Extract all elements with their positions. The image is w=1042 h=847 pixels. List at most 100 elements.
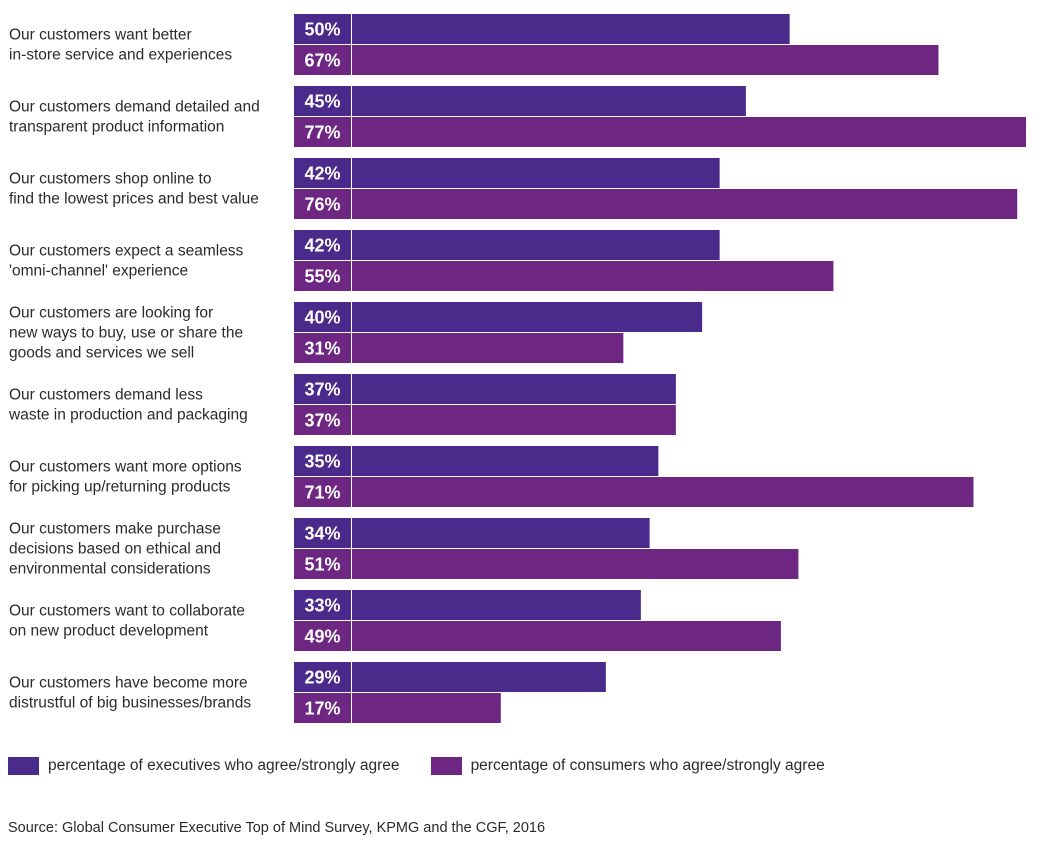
legend-label-consumers: percentage of consumers who agree/strong… bbox=[470, 757, 825, 774]
data-label-consumers: 71% bbox=[304, 483, 340, 503]
data-label-consumers: 51% bbox=[304, 555, 340, 575]
category-label-line: Our customers want more options bbox=[9, 459, 242, 476]
bar-executives bbox=[352, 518, 650, 548]
category-group: Our customers want better in-store servic… bbox=[9, 14, 939, 75]
category-label: Our customers want better in-store servic… bbox=[9, 27, 232, 64]
source-note: Source: Global Consumer Executive Top of… bbox=[8, 820, 546, 836]
category-label-line: in-store service and experiences bbox=[9, 47, 232, 64]
bar-executives bbox=[352, 230, 720, 260]
category-label-line: on new product development bbox=[9, 623, 209, 640]
value-label-box-executives bbox=[294, 230, 351, 260]
bar-consumers bbox=[352, 405, 676, 435]
value-label-box-consumers bbox=[294, 333, 351, 363]
category-label-line: goods and services we sell bbox=[9, 345, 194, 362]
legend-swatch-executives bbox=[8, 757, 39, 775]
value-label-box-executives bbox=[294, 158, 351, 188]
bar-chart: Our customers want better in-store servic… bbox=[8, 14, 1026, 723]
category-group: Our customers expect a seamless 'omni-cha… bbox=[9, 230, 834, 291]
data-label-executives: 42% bbox=[304, 236, 340, 256]
data-label-executives: 50% bbox=[304, 20, 340, 40]
bar-consumers bbox=[352, 189, 1018, 219]
value-label-box-executives bbox=[294, 590, 351, 620]
category-label-line: decisions based on ethical and bbox=[9, 541, 221, 558]
category-group: Our customers want more options for picki… bbox=[9, 446, 974, 507]
category-label: Our customers expect a seamless 'omni-cha… bbox=[9, 243, 244, 280]
value-label-box-consumers bbox=[294, 261, 351, 291]
value-label-box-consumers bbox=[294, 621, 351, 651]
value-label-box-consumers bbox=[294, 117, 351, 147]
category-label: Our customers are looking for new ways to… bbox=[9, 305, 243, 362]
category-label-line: Our customers have become more bbox=[9, 675, 248, 692]
category-label-line: for picking up/returning products bbox=[9, 479, 231, 496]
category-label: Our customers have become more distrustfu… bbox=[9, 675, 251, 712]
category-label: Our customers make purchase decisions bas… bbox=[9, 521, 221, 578]
value-label-box-consumers bbox=[294, 477, 351, 507]
value-label-box-executives bbox=[294, 86, 351, 116]
category-label: Our customers demand less waste in produc… bbox=[8, 387, 248, 424]
data-label-consumers: 55% bbox=[304, 267, 340, 287]
category-group: Our customers demand detailed and transpa… bbox=[9, 86, 1026, 147]
category-group: Our customers have become more distrustfu… bbox=[9, 662, 606, 723]
category-group: Our customers demand less waste in produc… bbox=[8, 374, 676, 435]
data-label-executives: 34% bbox=[304, 524, 340, 544]
legend: percentage of executives who agree/stron… bbox=[8, 757, 825, 775]
data-label-executives: 35% bbox=[304, 452, 340, 472]
data-label-consumers: 67% bbox=[304, 51, 340, 71]
bar-consumers bbox=[352, 693, 501, 723]
category-label: Our customers want more options for picki… bbox=[9, 459, 242, 496]
category-group: Our customers are looking for new ways to… bbox=[9, 302, 703, 363]
value-label-box-consumers bbox=[294, 549, 351, 579]
category-label: Our customers shop online to find the low… bbox=[9, 171, 259, 208]
category-label: Our customers want to collaborate on new … bbox=[9, 603, 245, 640]
bar-consumers bbox=[352, 333, 624, 363]
bar-executives bbox=[352, 158, 720, 188]
category-label-line: find the lowest prices and best value bbox=[9, 191, 259, 208]
value-label-box-consumers bbox=[294, 693, 351, 723]
value-label-box-executives bbox=[294, 302, 351, 332]
bar-executives bbox=[352, 590, 641, 620]
data-label-consumers: 76% bbox=[304, 195, 340, 215]
category-label-line: environmental considerations bbox=[9, 561, 211, 578]
bar-executives bbox=[352, 302, 703, 332]
bar-consumers bbox=[352, 45, 939, 75]
value-label-box-executives bbox=[294, 446, 351, 476]
data-label-consumers: 77% bbox=[304, 123, 340, 143]
category-label-line: distrustful of big businesses/brands bbox=[9, 695, 251, 712]
category-label-line: Our customers make purchase bbox=[9, 521, 221, 538]
category-group: Our customers make purchase decisions bas… bbox=[9, 518, 799, 579]
bar-executives bbox=[352, 374, 676, 404]
category-label-line: waste in production and packaging bbox=[8, 407, 248, 424]
category-label-line: Our customers demand less bbox=[9, 387, 203, 404]
category-label-line: Our customers demand detailed and bbox=[9, 99, 260, 116]
data-label-consumers: 49% bbox=[304, 627, 340, 647]
category-label-line: Our customers are looking for bbox=[9, 305, 213, 322]
category-label-line: Our customers want better bbox=[9, 27, 192, 44]
bar-consumers bbox=[352, 117, 1026, 147]
legend-item-consumers: percentage of consumers who agree/strong… bbox=[430, 757, 825, 775]
data-label-consumers: 31% bbox=[304, 339, 340, 359]
data-label-executives: 40% bbox=[304, 308, 340, 328]
value-label-box-executives bbox=[294, 14, 351, 44]
category-label-line: Our customers want to collaborate bbox=[9, 603, 245, 620]
data-label-executives: 37% bbox=[304, 380, 340, 400]
data-label-executives: 33% bbox=[304, 596, 340, 616]
value-label-box-executives bbox=[294, 374, 351, 404]
category-label: Our customers demand detailed and transpa… bbox=[9, 99, 260, 136]
value-label-box-consumers bbox=[294, 405, 351, 435]
data-label-consumers: 37% bbox=[304, 411, 340, 431]
bar-consumers bbox=[352, 261, 834, 291]
legend-swatch-consumers bbox=[430, 757, 462, 775]
data-label-executives: 45% bbox=[304, 92, 340, 112]
data-label-executives: 42% bbox=[304, 164, 340, 184]
category-label-line: 'omni-channel' experience bbox=[9, 263, 188, 280]
category-label-line: Our customers shop online to bbox=[9, 171, 211, 188]
value-label-box-executives bbox=[294, 518, 351, 548]
value-label-box-consumers bbox=[294, 45, 351, 75]
bar-executives bbox=[352, 446, 659, 476]
data-label-executives: 29% bbox=[304, 668, 340, 688]
bar-executives bbox=[352, 662, 606, 692]
bar-executives bbox=[352, 14, 790, 44]
legend-label-executives: percentage of executives who agree/stron… bbox=[48, 757, 400, 774]
bar-consumers bbox=[352, 549, 799, 579]
data-label-consumers: 17% bbox=[304, 699, 340, 719]
